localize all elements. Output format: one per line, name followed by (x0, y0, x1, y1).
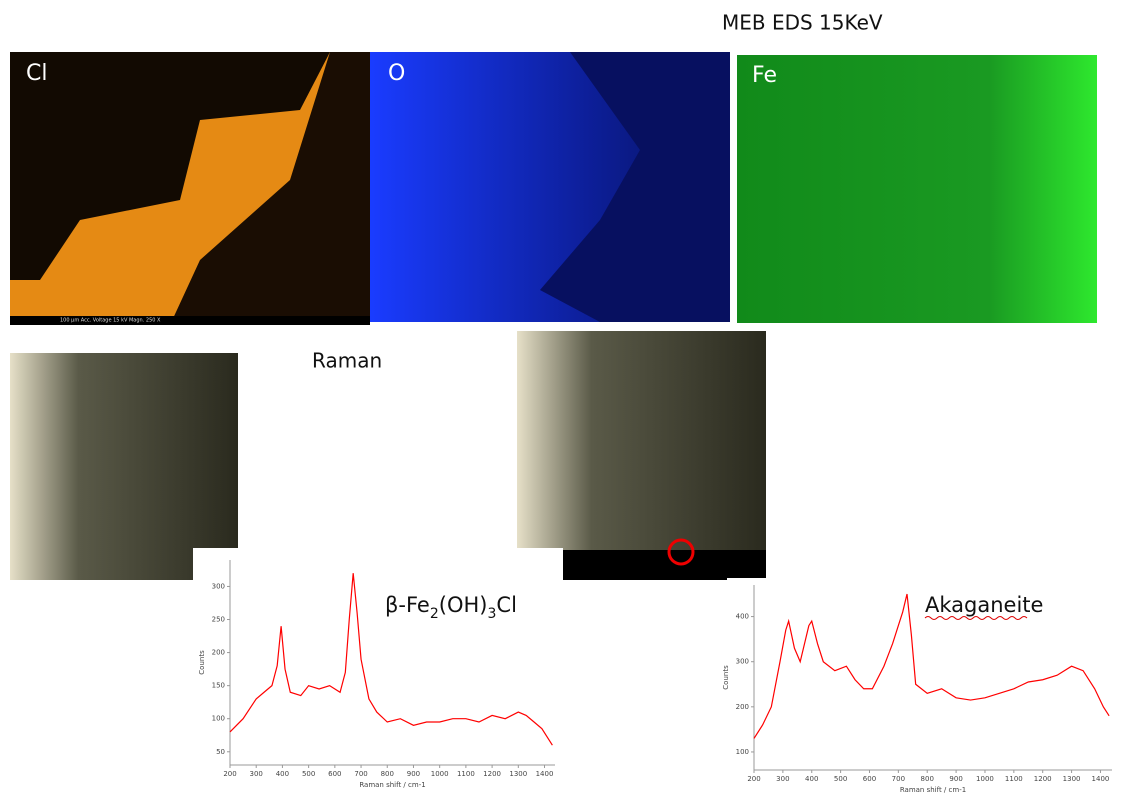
raman-title: Raman (312, 349, 382, 373)
y-tick-label: 150 (212, 682, 225, 690)
label-part: β-Fe (385, 593, 430, 617)
x-tick-label: 1400 (1092, 775, 1110, 783)
y-tick-label: 50 (216, 748, 225, 756)
x-tick-label: 900 (949, 775, 962, 783)
x-tick-label: 500 (302, 770, 315, 778)
y-axis-label: Counts (198, 650, 206, 675)
x-tick-label: 300 (250, 770, 263, 778)
y-tick-label: 200 (212, 649, 225, 657)
label-part: (OH) (439, 593, 488, 617)
spectrum-label: Akaganeite (925, 593, 1043, 617)
label-part: 2 (430, 606, 439, 622)
x-tick-label: 400 (805, 775, 818, 783)
x-tick-label: 1200 (1034, 775, 1052, 783)
raman-photo (10, 353, 238, 580)
x-tick-label: 1100 (457, 770, 475, 778)
title: MEB EDS 15KeV (722, 11, 883, 35)
x-tick-label: 1300 (1063, 775, 1081, 783)
scale-bar-text: 100 µm Acc. Voltage 15 kV Magn. 250 X (60, 318, 161, 324)
x-tick-label: 800 (921, 775, 934, 783)
x-tick-label: 1100 (1005, 775, 1023, 783)
x-tick-label: 1200 (483, 770, 501, 778)
x-tick-label: 200 (747, 775, 760, 783)
slide: MEB EDS 15KeV 100 µm Acc. Voltage 15 kV … (0, 0, 1137, 798)
y-tick-label: 300 (736, 658, 749, 666)
x-axis-label: Raman shift / cm-1 (359, 781, 425, 789)
map-label: Fe (752, 63, 777, 88)
x-axis-label: Raman shift / cm-1 (900, 786, 966, 794)
x-tick-label: 900 (407, 770, 420, 778)
x-tick-label: 1000 (431, 770, 449, 778)
raman-photo (517, 331, 766, 580)
eds-o-map: O (370, 52, 730, 322)
y-tick-label: 400 (736, 613, 749, 621)
eds-cl-map: 100 µm Acc. Voltage 15 kV Magn. 250 X Cl (10, 52, 370, 325)
x-tick-label: 600 (863, 775, 876, 783)
x-tick-label: 500 (834, 775, 847, 783)
x-tick-label: 700 (892, 775, 905, 783)
label-part: Cl (496, 593, 517, 617)
x-tick-label: 300 (776, 775, 789, 783)
x-tick-label: 200 (223, 770, 236, 778)
y-tick-label: 300 (212, 582, 225, 590)
chart-panel (193, 548, 563, 788)
y-tick-label: 100 (212, 715, 225, 723)
map-label: O (388, 61, 405, 86)
x-tick-label: 600 (328, 770, 341, 778)
x-tick-label: 700 (354, 770, 367, 778)
y-axis-label: Counts (722, 665, 730, 690)
map-label: Cl (26, 61, 47, 86)
x-tick-label: 400 (276, 770, 289, 778)
y-tick-label: 100 (736, 748, 749, 756)
x-tick-label: 1400 (536, 770, 554, 778)
label-part: 3 (487, 606, 496, 622)
x-tick-label: 800 (381, 770, 394, 778)
y-tick-label: 200 (736, 703, 749, 711)
x-tick-label: 1300 (509, 770, 527, 778)
eds-fe-map: Fe (737, 55, 1097, 323)
x-tick-label: 1000 (976, 775, 994, 783)
y-tick-label: 250 (212, 616, 225, 624)
label-part: Akaganeite (925, 593, 1043, 617)
